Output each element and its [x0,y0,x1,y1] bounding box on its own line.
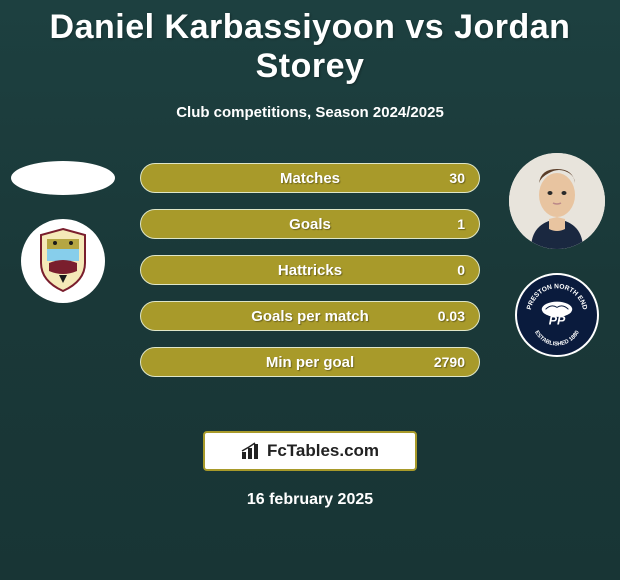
right-club-crest: PRESTON NORTH END ESTABLISHED 1880 PP [515,273,599,357]
stat-label: Min per goal [266,354,354,371]
player-photo-icon [509,153,605,249]
page-title: Daniel Karbassiyoon vs Jordan Storey [0,0,620,86]
svg-text:PP: PP [549,314,566,328]
brand-box: FcTables.com [203,431,417,471]
subtitle: Club competitions, Season 2024/2025 [0,104,620,121]
preston-crest-icon: PRESTON NORTH END ESTABLISHED 1880 PP [517,275,597,355]
left-club-crest [21,219,105,303]
stat-label: Goals per match [251,308,369,325]
left-player-avatar [11,161,115,195]
stat-label: Matches [280,170,340,187]
stat-row: Goals 1 [140,209,480,239]
stat-label: Hattricks [278,262,342,279]
stat-value-right: 2790 [434,354,465,370]
burnley-crest-icon [21,219,105,303]
stat-value-right: 0 [457,262,465,278]
comparison-content: PRESTON NORTH END ESTABLISHED 1880 PP Ma… [0,153,620,413]
bars-icon [241,442,263,460]
left-player-column [8,153,118,303]
stat-value-right: 0.03 [438,308,465,324]
stat-row: Hattricks 0 [140,255,480,285]
stat-row: Goals per match 0.03 [140,301,480,331]
stat-row: Min per goal 2790 [140,347,480,377]
stat-value-right: 1 [457,216,465,232]
right-player-avatar [509,153,605,249]
stat-value-right: 30 [449,170,465,186]
stat-bars: Matches 30 Goals 1 Hattricks 0 Goals per… [140,163,480,393]
stat-row: Matches 30 [140,163,480,193]
right-player-column: PRESTON NORTH END ESTABLISHED 1880 PP [502,153,612,357]
brand-text: FcTables.com [267,441,379,461]
stat-label: Goals [289,216,331,233]
date-text: 16 february 2025 [0,491,620,509]
